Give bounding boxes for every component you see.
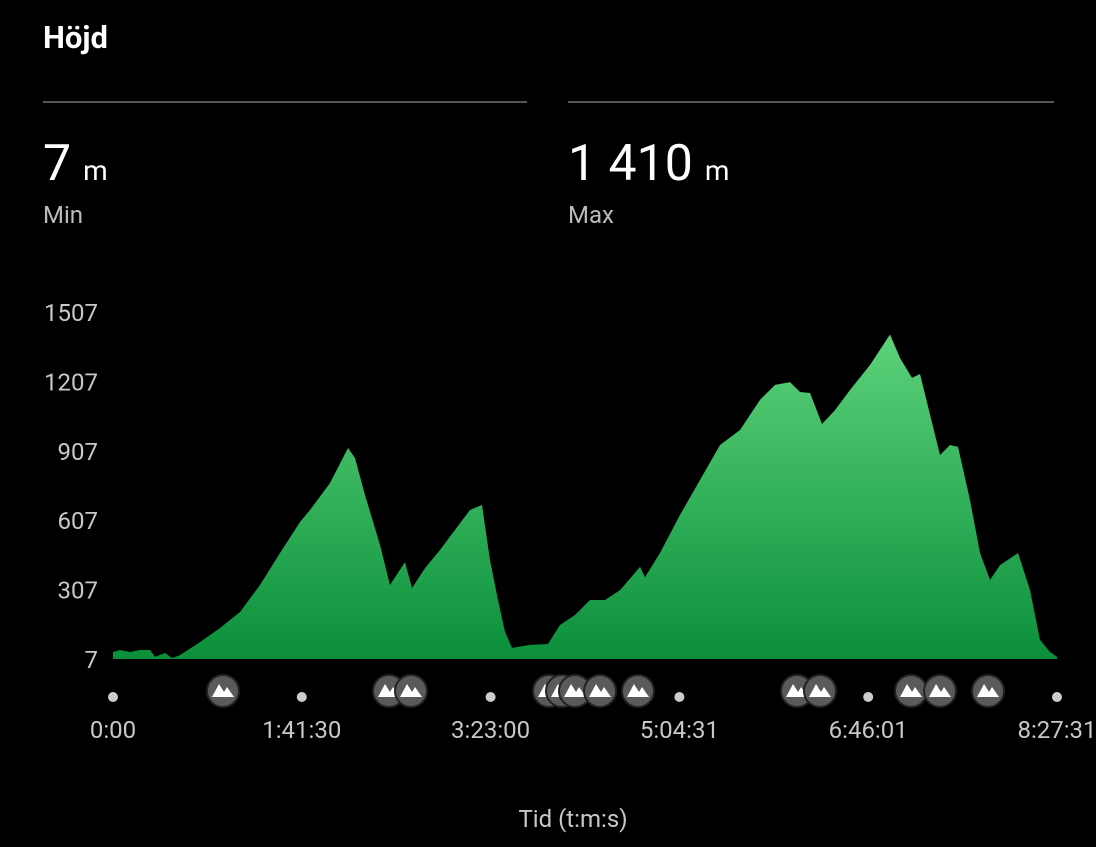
summit-marker	[894, 674, 929, 708]
x-tick-dot	[485, 692, 496, 702]
stat-label: Min	[43, 201, 83, 229]
marker-icon	[900, 684, 923, 697]
stat-label: Max	[568, 201, 614, 229]
y-tick-label: 1507	[44, 299, 98, 327]
marker-icon	[564, 684, 587, 697]
summit-marker	[803, 674, 838, 708]
summit-marker	[205, 674, 240, 708]
y-tick-label: 607	[58, 507, 98, 535]
x-tick-label: 1:41:30	[262, 716, 341, 744]
x-tick-label: 3:23:00	[451, 716, 530, 744]
summit-marker	[620, 674, 655, 708]
y-tick-label: 307	[58, 577, 98, 605]
x-tick-label: 8:27:31	[1017, 716, 1096, 744]
y-tick-label: 7	[85, 646, 99, 674]
summit-marker	[558, 674, 593, 708]
marker-icon	[929, 684, 952, 697]
x-tick-label: 0:00	[90, 716, 136, 744]
marker-icon	[626, 684, 649, 697]
x-tick-label: 6:46:01	[829, 716, 908, 744]
x-tick-dot	[108, 692, 118, 702]
x-tick-dot	[1052, 692, 1062, 702]
summit-marker	[923, 674, 958, 708]
marker-icon	[211, 684, 234, 697]
summit-marker	[971, 674, 1006, 708]
summit-marker	[583, 674, 618, 708]
marker-icon	[786, 684, 809, 697]
x-axis-label: Tid (t:m:s)	[518, 805, 627, 833]
marker-icon	[977, 684, 1000, 697]
title: Höjd	[43, 19, 108, 56]
x-tick-dot	[296, 692, 307, 702]
stat-max: 1 410 m	[568, 135, 729, 193]
marker-icon	[589, 684, 612, 697]
marker-icon	[400, 684, 423, 697]
x-tick-dot	[863, 692, 874, 702]
marker-icon	[809, 684, 832, 697]
summit-marker	[394, 674, 429, 708]
y-tick-label: 1207	[44, 368, 98, 396]
y-tick-label: 907	[58, 438, 98, 466]
x-tick-dot	[674, 692, 685, 702]
x-tick-label: 5:04:31	[640, 716, 719, 744]
elevation-area	[113, 334, 1057, 659]
